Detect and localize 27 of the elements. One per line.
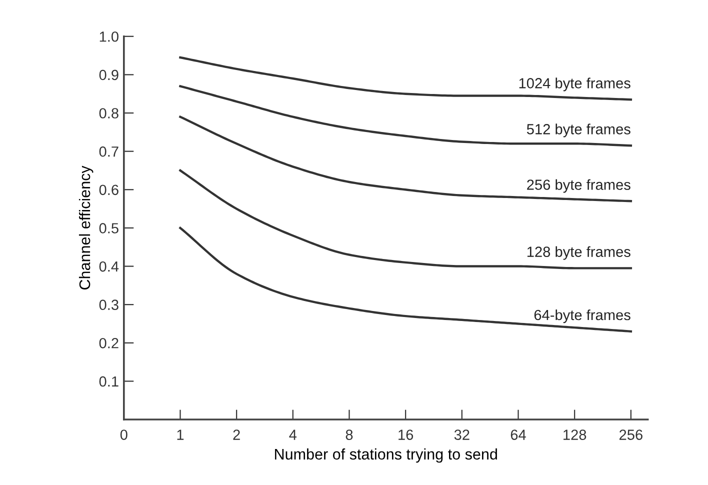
y-tick-label: 0.1 <box>99 376 118 387</box>
series-label: 64-byte frames <box>534 309 630 324</box>
x-tick-label: 4 <box>289 430 297 440</box>
y-tick-label: 0.9 <box>99 70 118 80</box>
x-tick-label: 16 <box>398 430 414 440</box>
y-tick-label: 0.6 <box>99 184 118 196</box>
x-tick-label: 256 <box>619 430 642 440</box>
x-tick-label: 128 <box>564 430 586 440</box>
y-tick-label: 0.2 <box>99 338 118 348</box>
x-tick-label: 1 <box>177 430 184 440</box>
x-tick-label: 64 <box>510 430 526 440</box>
y-tick-label: 0.7 <box>99 146 118 157</box>
y-tick-label: 0.5 <box>99 223 118 234</box>
y-tick-label: 1.0 <box>100 31 118 42</box>
y-tick-label: 0.4 <box>99 261 119 272</box>
y-axis-title: Channel efficiency <box>78 166 94 290</box>
x-axis-title: Number of stations trying to send <box>275 448 497 463</box>
series-label: 256 byte frames <box>527 179 630 193</box>
series-label: 1024 byte frames <box>519 78 630 92</box>
x-tick-label: 8 <box>346 430 353 440</box>
series-label: 512 byte frames <box>526 124 630 138</box>
x-tick-label: 32 <box>454 430 470 440</box>
x-tick-label: 2 <box>233 430 240 440</box>
y-tick-label: 0.3 <box>99 300 118 310</box>
y-tick-label: 0.8 <box>99 108 118 118</box>
series-label: 128 byte frames <box>527 246 630 260</box>
x-tick-label: 0 <box>120 430 128 440</box>
